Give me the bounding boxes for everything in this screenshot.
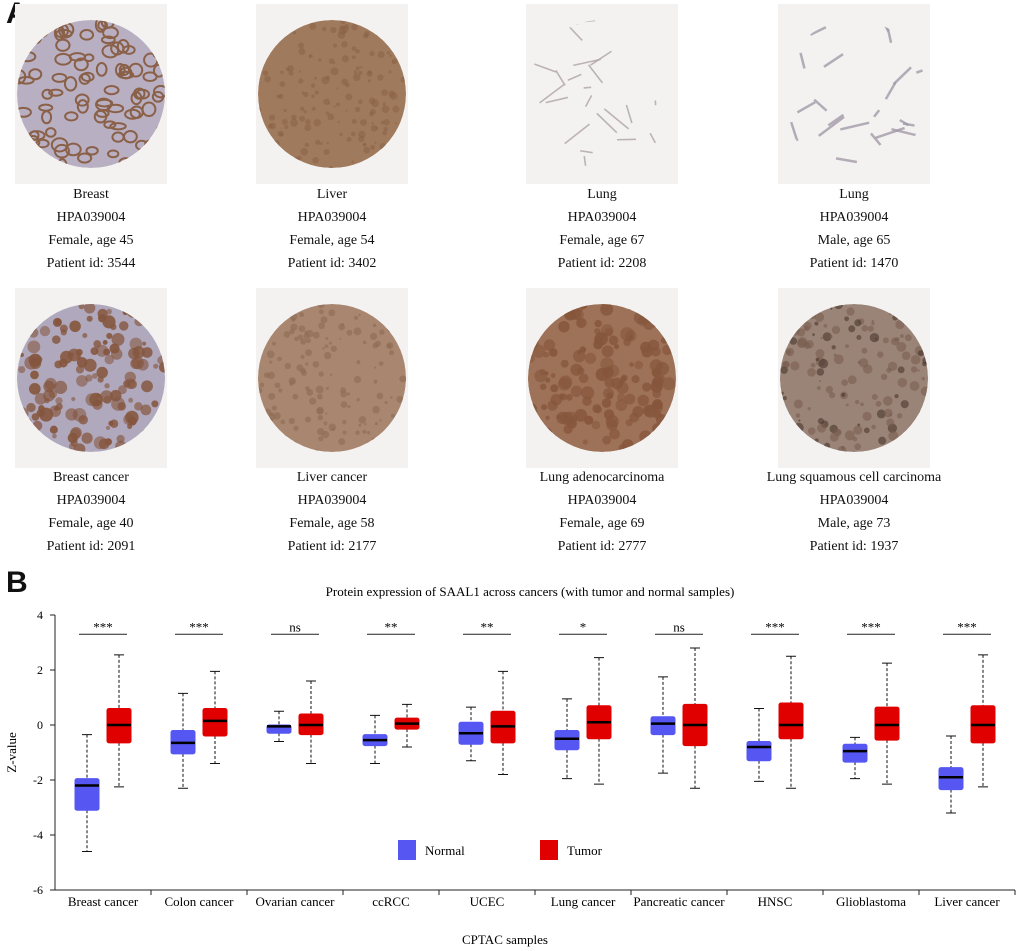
panel-b-label: B	[6, 566, 28, 599]
tissue-tile: Liver cancer HPA039004 Female, age 58 Patie…	[222, 288, 442, 554]
y-axis-label: Z-value	[4, 732, 19, 773]
antibody-id: HPA039004	[56, 493, 126, 508]
y-tick-label: 4	[37, 608, 43, 622]
ihc-tissue-image	[526, 288, 678, 468]
patient-id: Patient id: 2208	[557, 256, 647, 271]
significance-label: ***	[957, 619, 977, 634]
patient-id: Patient id: 2777	[557, 539, 647, 554]
ihc-tissue-image	[526, 4, 678, 184]
tissue-name: Lung adenocarcinoma	[539, 470, 665, 485]
legend-label-tumor: Tumor	[567, 843, 603, 858]
x-tick-label: Ovarian cancer	[255, 894, 335, 909]
patient-info: Female, age 69	[559, 516, 645, 531]
patient-info: Male, age 65	[817, 233, 891, 248]
ihc-tissue-image	[256, 4, 408, 184]
significance-label: **	[385, 619, 398, 634]
box-normal	[938, 767, 964, 791]
patient-id: Patient id: 1470	[809, 256, 899, 271]
y-tick-label: -6	[33, 883, 43, 897]
x-tick-label: Liver cancer	[934, 894, 1000, 909]
tissue-name: Breast	[73, 187, 109, 202]
significance-label: ***	[93, 619, 113, 634]
x-tick-label: Lung cancer	[551, 894, 616, 909]
significance-label: ***	[861, 619, 881, 634]
y-tick-label: 0	[37, 718, 43, 732]
tissue-name: Lung squamous cell carcinoma	[766, 470, 942, 485]
tissue-tile: Lung squamous cell carcinoma HPA039004 Mal…	[744, 288, 964, 554]
patient-info: Male, age 73	[817, 516, 891, 531]
x-tick-label: Colon cancer	[165, 894, 235, 909]
antibody-id: HPA039004	[297, 210, 367, 225]
tissue-name: Lung	[839, 187, 869, 202]
legend-label-normal: Normal	[425, 843, 465, 858]
x-tick-label: HNSC	[758, 894, 793, 909]
significance-label: ***	[765, 619, 785, 634]
antibody-id: HPA039004	[567, 210, 637, 225]
box-plot-chart: Protein expression of SAAL1 across cance…	[4, 584, 1016, 947]
y-tick-label: -4	[33, 828, 43, 842]
x-tick-label: ccRCC	[372, 894, 410, 909]
y-tick-label: 2	[37, 663, 43, 677]
tissue-tile: Liver HPA039004 Female, age 54 Patient id: …	[222, 4, 442, 271]
tissue-name: Breast cancer	[53, 470, 129, 485]
chart-title: Protein expression of SAAL1 across cance…	[326, 584, 735, 599]
tissue-tile: Lung HPA039004 Female, age 67 Patient id: 2…	[492, 4, 712, 271]
tissue-tile: Breast cancer HPA039004 Female, age 40 Pati…	[0, 288, 201, 554]
box-normal	[650, 716, 676, 736]
patient-id: Patient id: 3402	[287, 256, 377, 271]
ihc-tissue-image	[15, 4, 167, 184]
significance-label: ***	[189, 619, 209, 634]
antibody-id: HPA039004	[819, 493, 889, 508]
significance-label: *	[580, 619, 587, 634]
patient-info: Female, age 67	[559, 233, 645, 248]
box-tumor	[874, 706, 900, 741]
tissue-tile: Lung adenocarcinoma HPA039004 Female, age …	[492, 288, 712, 554]
tissue-name: Liver	[316, 187, 348, 202]
x-tick-label: Breast cancer	[68, 894, 139, 909]
tissue-name: Liver cancer	[296, 470, 368, 485]
box-normal	[746, 741, 772, 762]
x-tick-label: UCEC	[470, 894, 505, 909]
ihc-tissue-image	[778, 4, 930, 184]
patient-id: Patient id: 2091	[46, 539, 136, 554]
ihc-tissue-image	[256, 288, 408, 468]
x-tick-label: Pancreatic cancer	[633, 894, 725, 909]
x-tick-label: Glioblastoma	[836, 894, 906, 909]
tissue-tile: Lung HPA039004 Male, age 65 Patient id: 147…	[744, 4, 964, 271]
antibody-id: HPA039004	[819, 210, 889, 225]
box-tumor	[778, 702, 804, 740]
box-normal	[74, 778, 100, 811]
patient-info: Female, age 40	[48, 516, 134, 531]
significance-label: **	[481, 619, 494, 634]
box-normal	[554, 730, 580, 751]
box-tumor	[202, 708, 228, 737]
tissue-name: Lung	[587, 187, 617, 202]
ihc-tissue-image	[778, 288, 930, 468]
significance-label: ns	[673, 619, 685, 634]
patient-info: Female, age 54	[289, 233, 375, 248]
box-normal	[842, 743, 868, 763]
y-tick-label: -2	[33, 773, 43, 787]
patient-info: Female, age 45	[48, 233, 134, 248]
patient-info: Female, age 58	[289, 516, 375, 531]
legend-swatch-tumor	[540, 840, 558, 860]
antibody-id: HPA039004	[567, 493, 637, 508]
ihc-tissue-image	[15, 288, 167, 468]
patient-id: Patient id: 3544	[46, 256, 136, 271]
x-axis-label: CPTAC samples	[462, 932, 548, 947]
patient-id: Patient id: 1937	[809, 539, 899, 554]
tissue-tile: Breast HPA039004 Female, age 45 Patient id:…	[0, 4, 201, 271]
antibody-id: HPA039004	[297, 493, 367, 508]
antibody-id: HPA039004	[56, 210, 126, 225]
patient-id: Patient id: 2177	[287, 539, 377, 554]
significance-label: ns	[289, 619, 301, 634]
legend-swatch-normal	[398, 840, 416, 860]
